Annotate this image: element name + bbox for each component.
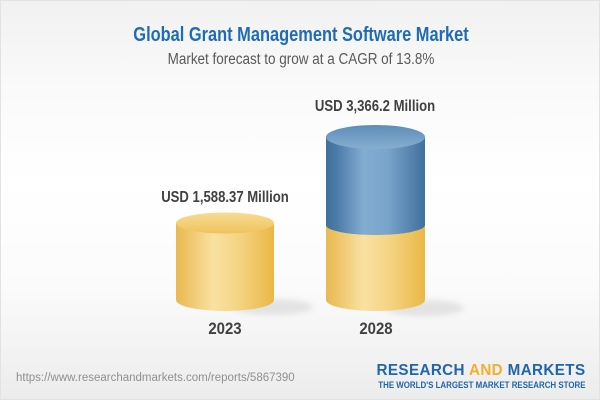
logo-word-markets: MARKETS <box>507 362 585 379</box>
bar-2028-cylinder <box>326 125 425 311</box>
logo-tagline: THE WORLD'S LARGEST MARKET RESEARCH STOR… <box>377 380 585 390</box>
value-label-2028: USD 3,366.2 Million <box>314 98 436 115</box>
category-label-2023: 2023 <box>208 319 242 338</box>
logo-word-research: RESEARCH <box>376 362 465 379</box>
research-and-markets-logo: RESEARCH AND MARKETS THE WORLD'S LARGEST… <box>350 362 585 391</box>
chart-subtitle: Market forecast to grow at a CAGR of 13.… <box>167 51 435 68</box>
bar-2028-base-segment <box>326 224 425 311</box>
logo-word-and: AND <box>468 362 503 379</box>
bar-2023-cylinder <box>176 212 274 311</box>
chart-title: Global Grant Management Software Market <box>133 24 469 46</box>
logo-wordmark: RESEARCH AND MARKETS <box>361 362 585 380</box>
cylinder-bar-chart <box>176 125 464 316</box>
category-label-2028: 2028 <box>359 319 393 338</box>
value-label-2023: USD 1,588.37 Million <box>161 189 289 206</box>
bar-2028-growth-segment <box>326 137 425 235</box>
report-url: https://www.researchandmarkets.com/repor… <box>16 372 295 384</box>
